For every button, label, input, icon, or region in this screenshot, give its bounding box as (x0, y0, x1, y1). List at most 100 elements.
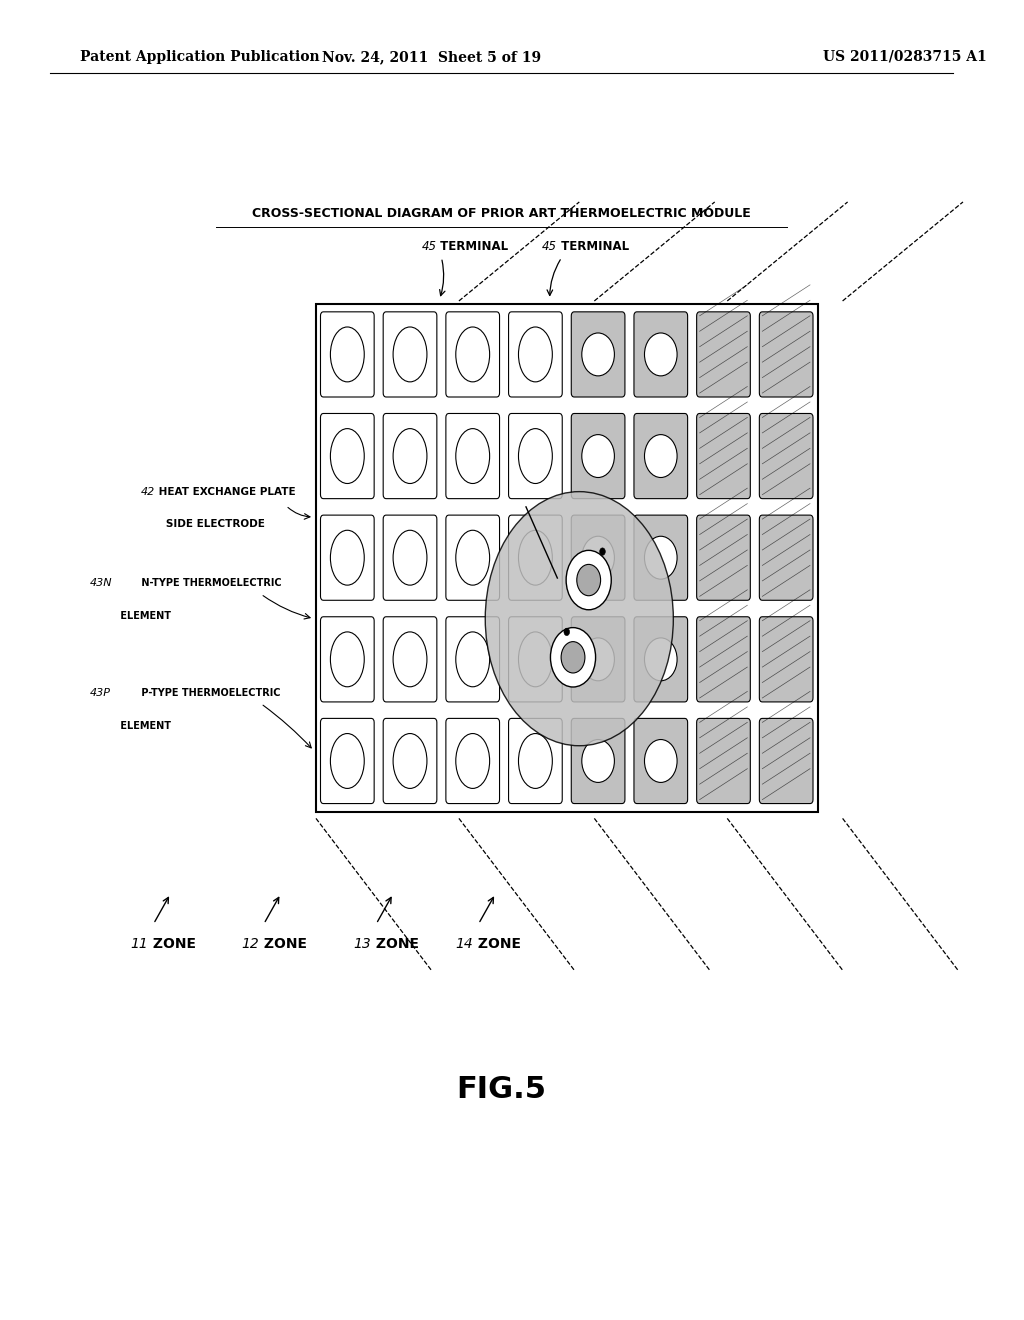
FancyBboxPatch shape (509, 718, 562, 804)
Ellipse shape (456, 429, 489, 483)
Ellipse shape (393, 734, 427, 788)
FancyBboxPatch shape (571, 718, 625, 804)
Ellipse shape (456, 531, 489, 585)
FancyBboxPatch shape (383, 515, 437, 601)
FancyBboxPatch shape (571, 312, 625, 397)
Ellipse shape (331, 429, 365, 483)
Ellipse shape (456, 632, 489, 686)
Ellipse shape (518, 632, 552, 686)
Ellipse shape (331, 327, 365, 381)
Circle shape (561, 642, 585, 673)
Circle shape (644, 536, 677, 579)
Ellipse shape (331, 531, 365, 585)
Text: ELEMENT: ELEMENT (90, 721, 171, 731)
FancyBboxPatch shape (321, 515, 374, 601)
FancyBboxPatch shape (634, 616, 688, 702)
FancyBboxPatch shape (696, 616, 751, 702)
Circle shape (564, 628, 569, 636)
Text: ZONE: ZONE (259, 937, 307, 950)
Circle shape (582, 333, 614, 376)
FancyBboxPatch shape (634, 515, 688, 601)
Circle shape (582, 434, 614, 478)
Circle shape (644, 434, 677, 478)
Text: 11: 11 (131, 937, 148, 950)
Text: 45: 45 (421, 240, 436, 253)
Ellipse shape (393, 429, 427, 483)
Text: SIDE ELECTRODE: SIDE ELECTRODE (156, 519, 265, 529)
FancyBboxPatch shape (760, 312, 813, 397)
Text: 45: 45 (542, 240, 557, 253)
FancyBboxPatch shape (445, 616, 500, 702)
FancyBboxPatch shape (571, 616, 625, 702)
Text: 12: 12 (241, 937, 259, 950)
Text: CROSS-SECTIONAL DIAGRAM OF PRIOR ART THERMOELECTRIC MODULE: CROSS-SECTIONAL DIAGRAM OF PRIOR ART THE… (252, 207, 751, 220)
Text: 42: 42 (141, 487, 156, 498)
Text: ZONE: ZONE (371, 937, 419, 950)
Circle shape (644, 739, 677, 783)
Text: ELEMENT: ELEMENT (90, 611, 171, 622)
Ellipse shape (331, 734, 365, 788)
Ellipse shape (393, 531, 427, 585)
Ellipse shape (518, 429, 552, 483)
FancyBboxPatch shape (321, 616, 374, 702)
FancyBboxPatch shape (696, 413, 751, 499)
FancyBboxPatch shape (445, 718, 500, 804)
Ellipse shape (456, 327, 489, 381)
Ellipse shape (518, 327, 552, 381)
Circle shape (582, 638, 614, 681)
Ellipse shape (518, 531, 552, 585)
FancyBboxPatch shape (445, 515, 500, 601)
FancyBboxPatch shape (760, 413, 813, 499)
FancyBboxPatch shape (321, 413, 374, 499)
Text: TERMINAL: TERMINAL (436, 240, 509, 253)
Text: 43N: 43N (90, 578, 113, 589)
FancyBboxPatch shape (760, 718, 813, 804)
FancyBboxPatch shape (509, 616, 562, 702)
FancyBboxPatch shape (321, 718, 374, 804)
Text: N-TYPE THERMOELECTRIC: N-TYPE THERMOELECTRIC (138, 578, 282, 589)
FancyBboxPatch shape (383, 616, 437, 702)
FancyBboxPatch shape (696, 312, 751, 397)
Circle shape (551, 627, 596, 686)
Ellipse shape (456, 734, 489, 788)
FancyBboxPatch shape (571, 413, 625, 499)
FancyBboxPatch shape (445, 413, 500, 499)
Text: HEAT EXCHANGE PLATE: HEAT EXCHANGE PLATE (156, 487, 296, 498)
Circle shape (600, 548, 605, 556)
FancyBboxPatch shape (509, 312, 562, 397)
Circle shape (644, 638, 677, 681)
Text: ZONE: ZONE (148, 937, 197, 950)
Ellipse shape (331, 632, 365, 686)
FancyBboxPatch shape (634, 413, 688, 499)
FancyBboxPatch shape (509, 515, 562, 601)
FancyBboxPatch shape (760, 616, 813, 702)
Ellipse shape (393, 327, 427, 381)
FancyBboxPatch shape (383, 312, 437, 397)
FancyBboxPatch shape (383, 718, 437, 804)
FancyBboxPatch shape (634, 718, 688, 804)
FancyBboxPatch shape (383, 413, 437, 499)
Ellipse shape (393, 632, 427, 686)
Ellipse shape (485, 491, 674, 746)
Ellipse shape (518, 734, 552, 788)
Text: 14: 14 (456, 937, 473, 950)
Text: ZONE: ZONE (473, 937, 521, 950)
Text: 43P: 43P (90, 688, 112, 698)
Text: TERMINAL: TERMINAL (557, 240, 629, 253)
FancyBboxPatch shape (634, 312, 688, 397)
FancyBboxPatch shape (760, 515, 813, 601)
Circle shape (644, 333, 677, 376)
Text: Nov. 24, 2011  Sheet 5 of 19: Nov. 24, 2011 Sheet 5 of 19 (322, 50, 541, 63)
FancyBboxPatch shape (321, 312, 374, 397)
Bar (316, 304, 817, 812)
Text: FIG.5: FIG.5 (457, 1074, 547, 1104)
FancyBboxPatch shape (445, 312, 500, 397)
FancyBboxPatch shape (696, 718, 751, 804)
FancyBboxPatch shape (696, 515, 751, 601)
Circle shape (582, 739, 614, 783)
Circle shape (582, 536, 614, 579)
Text: US 2011/0283715 A1: US 2011/0283715 A1 (822, 50, 986, 63)
FancyBboxPatch shape (571, 515, 625, 601)
Text: 13: 13 (353, 937, 371, 950)
Circle shape (566, 550, 611, 610)
